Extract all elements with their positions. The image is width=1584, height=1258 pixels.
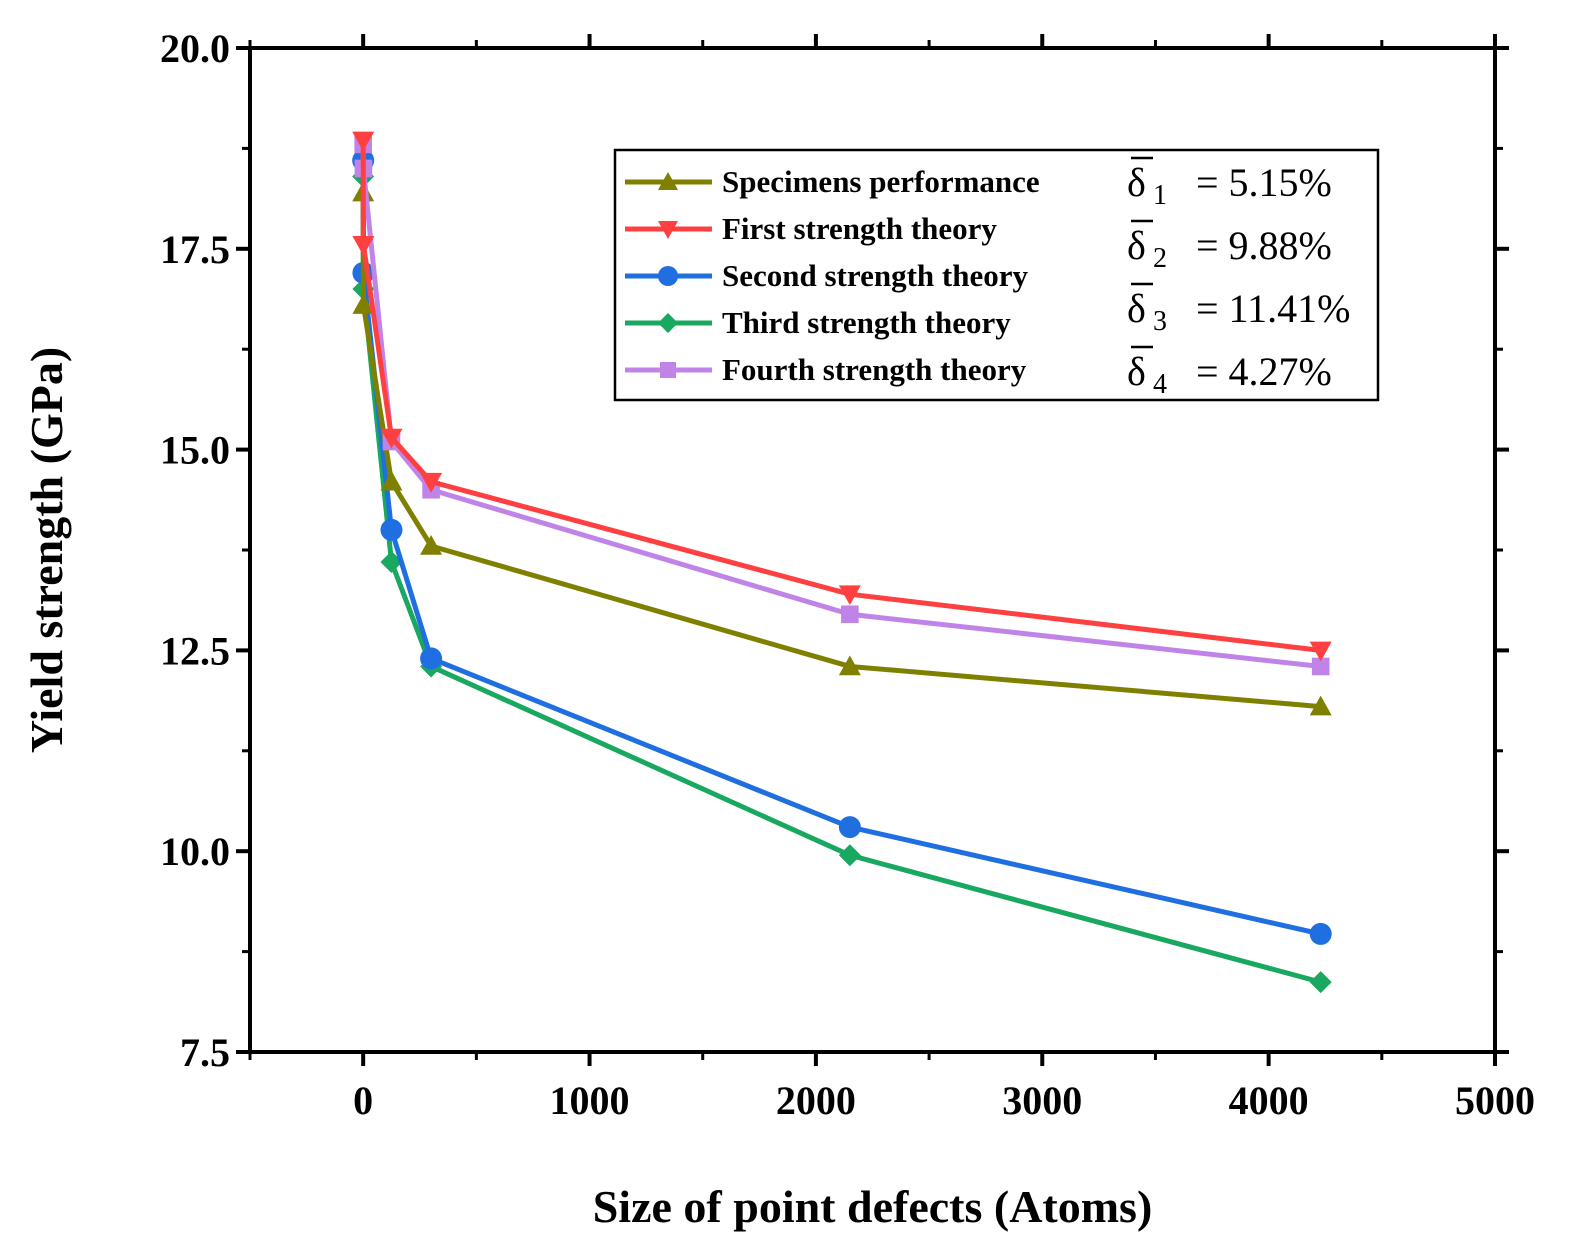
legend-item: Third strength theory [625, 305, 1011, 340]
x-tick-label: 3000 [1002, 1078, 1082, 1123]
legend-label: First strength theory [722, 211, 997, 246]
series-lines [352, 131, 1332, 994]
delta-label: δ [1127, 160, 1146, 205]
delta-label: δ [1127, 286, 1146, 331]
legend-item: Fourth strength theory [625, 352, 1027, 387]
y-tick-label: 15.0 [160, 428, 230, 473]
data-point [1309, 971, 1332, 994]
delta-annotation: δ 4 = 4.27% [1127, 345, 1332, 400]
data-point [420, 534, 443, 555]
data-point [352, 294, 375, 314]
data-point [352, 131, 375, 152]
legend-item: Second strength theory [625, 258, 1028, 293]
x-tick-label: 0 [353, 1078, 373, 1123]
delta-annotation: δ 2 = 9.88% [1127, 219, 1332, 274]
x-tick-label: 4000 [1229, 1078, 1309, 1123]
legend-marker [658, 313, 678, 333]
data-point [838, 585, 861, 606]
legend-item: Specimens performance [625, 164, 1040, 199]
data-point [1309, 695, 1332, 716]
delta-subscript: 3 [1153, 306, 1167, 337]
x-tick-label: 1000 [550, 1078, 630, 1123]
data-point [420, 472, 443, 493]
data-point [352, 235, 375, 256]
axes: 0 1000 2000 3000 4000 5000 7.5 10.0 12.5 15.0 17.5… [160, 26, 1535, 1123]
delta-label: δ [1127, 349, 1146, 394]
delta-value: = 4.27% [1196, 349, 1332, 394]
y-tick-label: 20.0 [160, 26, 230, 71]
delta-subscript: 2 [1153, 243, 1167, 274]
y-tick-label: 7.5 [180, 1030, 230, 1075]
data-point [841, 605, 859, 624]
series-line [360, 192, 1321, 710]
data-point [838, 844, 861, 867]
legend-marker [658, 266, 678, 286]
legend-label: Second strength theory [722, 258, 1028, 293]
data-point [380, 470, 403, 491]
legend-label: Specimens performance [722, 164, 1040, 199]
data-point [420, 647, 443, 670]
x-tick-label: 5000 [1455, 1078, 1535, 1123]
data-point [1309, 922, 1332, 945]
legend-label: Third strength theory [722, 305, 1011, 340]
delta-annotation: δ 1 = 5.15% [1127, 156, 1332, 211]
delta-value: = 9.88% [1196, 223, 1332, 268]
legend-marker [658, 172, 678, 190]
legend-marker [658, 221, 678, 239]
legend-box [613, 148, 1380, 402]
delta-subscript: 1 [1153, 180, 1167, 211]
series-specimens-performance [352, 181, 1332, 716]
legend-label: Fourth strength theory [722, 352, 1027, 387]
delta-label: δ [1127, 223, 1146, 268]
data-point [1311, 657, 1330, 676]
delta-value: = 11.41% [1196, 286, 1350, 331]
delta-subscript: 4 [1153, 369, 1167, 400]
legend-marker [660, 362, 676, 378]
series-line [360, 140, 1321, 653]
data-point [380, 518, 403, 541]
legend: Specimens performance First strength theo… [613, 148, 1380, 402]
y-tick-label: 17.5 [160, 227, 230, 272]
data-point [380, 551, 403, 574]
data-point [1309, 641, 1332, 662]
y-axis-title: Yield strength (GPa) [21, 347, 72, 753]
x-axis-title: Size of point defects (Atoms) [593, 1181, 1153, 1232]
delta-value: = 5.15% [1196, 160, 1332, 205]
series-first-strength-theory [352, 131, 1332, 662]
delta-annotation: δ 3 = 11.41% [1127, 282, 1350, 337]
y-tick-label: 12.5 [160, 628, 230, 673]
legend-item: First strength theory [625, 211, 997, 246]
data-point [838, 816, 861, 839]
x-tick-label: 2000 [776, 1078, 856, 1123]
data-point [838, 655, 861, 676]
data-point [380, 428, 403, 449]
y-tick-label: 10.0 [160, 829, 230, 874]
